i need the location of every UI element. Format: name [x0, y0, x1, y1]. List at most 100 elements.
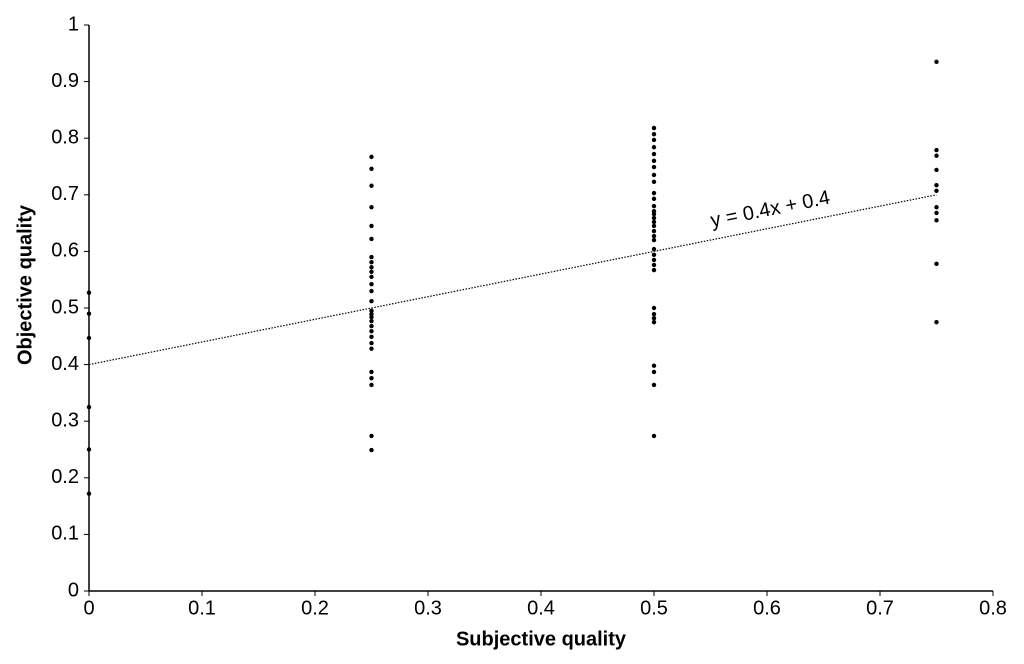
x-tick-label: 0.4: [527, 597, 555, 619]
point: [651, 228, 657, 234]
trendline: [88, 194, 937, 366]
y-tick-label: 0.1: [51, 523, 79, 545]
x-axis-title: Subjective quality: [456, 628, 627, 650]
point: [369, 166, 374, 171]
point: [369, 269, 374, 274]
x-tick-label: 0.2: [301, 597, 329, 619]
point: [369, 318, 374, 324]
point: [651, 158, 657, 164]
point: [369, 254, 374, 260]
point: [369, 314, 374, 320]
point: [934, 261, 939, 267]
y-tick-label: 0.9: [51, 70, 79, 92]
trendline-label: y = 0.4x + 0.4: [709, 187, 832, 232]
point: [369, 447, 374, 453]
point: [369, 183, 374, 188]
point: [651, 151, 657, 157]
point: [369, 334, 374, 340]
point: [651, 233, 657, 239]
point: [86, 447, 92, 452]
point: [86, 311, 92, 316]
point: [369, 346, 374, 351]
point: [369, 205, 374, 210]
point: [369, 288, 374, 294]
point: [651, 179, 657, 184]
point: [651, 262, 657, 268]
point: [369, 323, 374, 329]
point: [651, 211, 657, 217]
point: [934, 167, 939, 173]
x-tick-label: 0: [83, 597, 94, 619]
point: [369, 329, 374, 334]
point: [651, 137, 657, 143]
point: [934, 147, 939, 153]
point: [369, 223, 374, 229]
y-tick-label: 0.3: [51, 409, 79, 431]
point: [651, 433, 657, 439]
point: [369, 340, 374, 346]
point: [651, 315, 657, 321]
y-tick-label: 0.6: [51, 240, 79, 262]
x-tick-label: 0.6: [753, 597, 781, 619]
point: [369, 382, 374, 388]
y-tick-label: 0.7: [51, 183, 79, 205]
point: [651, 267, 657, 273]
y-tick-label: 0.4: [51, 353, 79, 375]
point: [934, 218, 939, 223]
point: [651, 369, 657, 375]
point: [369, 259, 374, 265]
point: [651, 382, 657, 388]
point: [651, 190, 657, 196]
point: [651, 164, 657, 170]
point: [86, 404, 92, 410]
point: [934, 59, 939, 64]
point: [651, 125, 657, 131]
point: [651, 319, 657, 325]
x-tick-label: 0.5: [640, 597, 668, 619]
point: [651, 305, 657, 311]
point: [369, 154, 374, 160]
point: [651, 363, 657, 368]
point: [651, 219, 657, 225]
point: [651, 172, 657, 178]
y-tick-label: 0.2: [51, 466, 79, 488]
x-tick-label: 0.8: [979, 597, 1007, 619]
x-tick-label: 0.3: [414, 597, 442, 619]
point: [369, 265, 374, 270]
point: [651, 223, 657, 229]
point: [651, 203, 657, 209]
point: [369, 282, 374, 287]
point: [369, 274, 374, 280]
y-axis-title: Objective quality: [14, 204, 36, 365]
point: [369, 299, 374, 304]
x-tick-label: 0.1: [188, 597, 216, 619]
point: [651, 145, 657, 150]
point: [86, 290, 92, 295]
point: [934, 188, 939, 194]
x-tick-label: 0.7: [866, 597, 894, 619]
point: [369, 308, 374, 314]
point: [651, 257, 657, 263]
point: [369, 375, 374, 381]
point: [651, 252, 657, 257]
point: [651, 132, 657, 137]
point: [934, 182, 939, 188]
point: [86, 335, 92, 341]
point: [651, 246, 657, 252]
point: [651, 237, 657, 243]
y-tick-label: 0: [68, 579, 79, 601]
y-tick-label: 0.8: [51, 126, 79, 148]
point: [934, 319, 939, 325]
point: [651, 215, 657, 221]
point: [934, 205, 939, 210]
point: [86, 491, 92, 496]
point: [651, 312, 657, 317]
point: [934, 153, 939, 158]
y-tick-label: 0.5: [51, 296, 79, 318]
point: [369, 369, 374, 375]
point: [369, 236, 374, 242]
point: [934, 210, 939, 216]
y-tick-label: 1: [68, 13, 79, 35]
